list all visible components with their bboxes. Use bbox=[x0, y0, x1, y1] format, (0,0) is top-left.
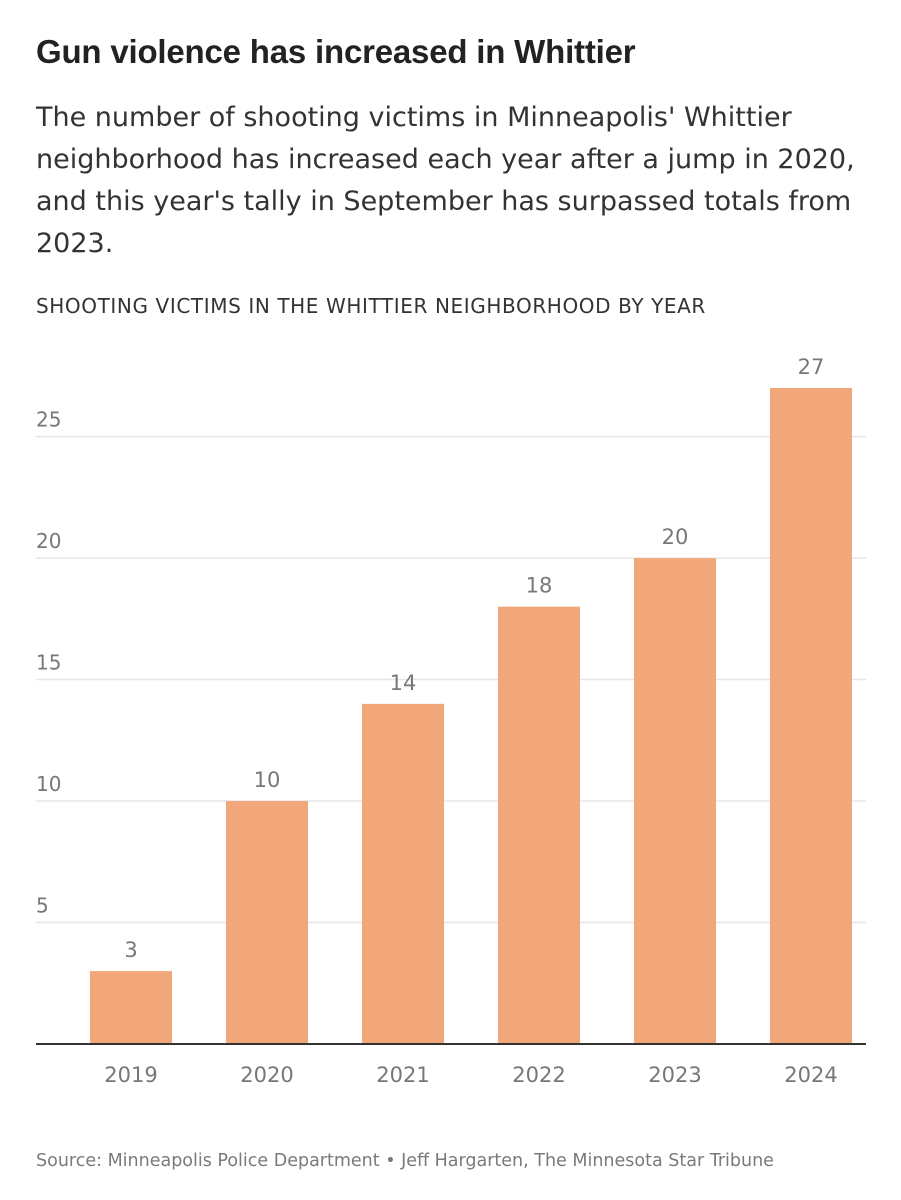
y-tick-label-10: 10 bbox=[36, 772, 61, 796]
x-tick-label-2020: 2020 bbox=[240, 1063, 293, 1087]
bar-2020 bbox=[226, 801, 308, 1044]
data-label-2024: 27 bbox=[798, 355, 825, 379]
data-label-2021: 14 bbox=[390, 671, 417, 695]
source-credit: Source: Minneapolis Police Department • … bbox=[36, 1151, 774, 1171]
data-label-2019: 3 bbox=[124, 938, 137, 962]
data-label-2020: 10 bbox=[254, 768, 281, 792]
x-tick-label-2022: 2022 bbox=[512, 1063, 565, 1087]
chart-title: SHOOTING VICTIMS IN THE WHITTIER NEIGHBO… bbox=[36, 294, 706, 318]
chart-headline: Gun violence has increased in Whittier bbox=[36, 33, 636, 70]
x-tick-label-2023: 2023 bbox=[648, 1063, 701, 1087]
bar-chart: 5 10 15 20 25 3 2019 10 2020 14 2021 18 2022 20 2023 27… bbox=[0, 330, 901, 1100]
bar-2019 bbox=[90, 971, 172, 1044]
y-tick-label-25: 25 bbox=[36, 408, 61, 432]
bar-2022 bbox=[498, 606, 580, 1044]
y-tick-label-20: 20 bbox=[36, 529, 61, 553]
x-tick-label-2019: 2019 bbox=[104, 1063, 157, 1087]
bar-2023 bbox=[634, 558, 716, 1044]
y-tick-label-15: 15 bbox=[36, 651, 61, 675]
x-tick-label-2024: 2024 bbox=[784, 1063, 837, 1087]
bar-2021 bbox=[362, 703, 444, 1044]
y-tick-label-5: 5 bbox=[36, 894, 49, 918]
x-tick-label-2021: 2021 bbox=[376, 1063, 429, 1087]
bar-chart-svg: 5 10 15 20 25 3 2019 10 2020 14 2021 18 2022 20 2023 27… bbox=[36, 355, 866, 1087]
data-label-2022: 18 bbox=[526, 574, 553, 598]
bar-2024 bbox=[770, 388, 852, 1044]
data-label-2023: 20 bbox=[662, 525, 689, 549]
chart-subhead: The number of shooting victims in Minnea… bbox=[36, 102, 855, 259]
